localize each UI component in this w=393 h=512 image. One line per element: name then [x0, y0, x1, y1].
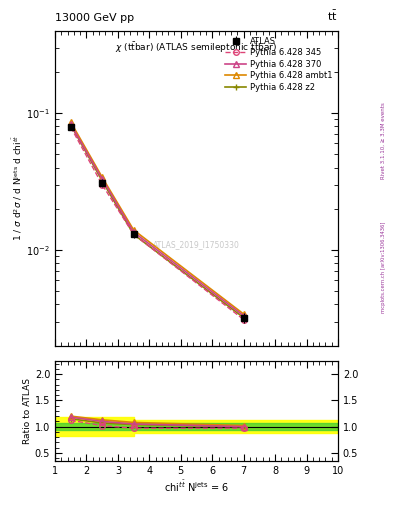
Line: Pythia 6.428 z2: Pythia 6.428 z2: [67, 121, 247, 321]
Text: $\chi$ (t$\bar{\rm t}$bar) (ATLAS semileptonic t$\bar{\rm t}$bar): $\chi$ (t$\bar{\rm t}$bar) (ATLAS semile…: [115, 40, 278, 55]
Pythia 6.428 ambt1: [131, 227, 136, 233]
Pythia 6.428 ambt1: [100, 174, 105, 180]
X-axis label: chi$^{t\bar{t}}$ N$^{\rm jets}$ = 6: chi$^{t\bar{t}}$ N$^{\rm jets}$ = 6: [164, 478, 229, 494]
Line: Pythia 6.428 370: Pythia 6.428 370: [68, 121, 246, 318]
Pythia 6.428 ambt1: [68, 119, 73, 125]
Text: 13000 GeV pp: 13000 GeV pp: [55, 13, 134, 23]
Pythia 6.428 370: [100, 176, 105, 182]
Y-axis label: Ratio to ATLAS: Ratio to ATLAS: [23, 378, 32, 444]
Pythia 6.428 z2: [131, 231, 136, 238]
Pythia 6.428 z2: [241, 314, 246, 321]
Pythia 6.428 370: [241, 313, 246, 319]
Line: Pythia 6.428 ambt1: Pythia 6.428 ambt1: [68, 119, 246, 317]
Pythia 6.428 345: [100, 182, 105, 188]
Pythia 6.428 370: [131, 229, 136, 235]
Line: Pythia 6.428 345: Pythia 6.428 345: [68, 124, 246, 323]
Y-axis label: 1 / $\sigma$ d$^2\sigma$ / d N$^{\rm jets}$ d chi$^{t\bar{t}}$: 1 / $\sigma$ d$^2\sigma$ / d N$^{\rm jet…: [10, 135, 24, 241]
Pythia 6.428 345: [241, 316, 246, 323]
Pythia 6.428 z2: [68, 122, 73, 128]
Pythia 6.428 370: [68, 121, 73, 127]
Pythia 6.428 z2: [100, 178, 105, 184]
Pythia 6.428 345: [68, 124, 73, 130]
Text: $\mathrm{t}\bar{\mathrm{t}}$: $\mathrm{t}\bar{\mathrm{t}}$: [327, 9, 338, 23]
Text: Rivet 3.1.10, ≥ 3.3M events: Rivet 3.1.10, ≥ 3.3M events: [381, 102, 386, 179]
Text: mcplots.cern.ch [arXiv:1306.3436]: mcplots.cern.ch [arXiv:1306.3436]: [381, 221, 386, 313]
Legend: ATLAS, Pythia 6.428 345, Pythia 6.428 370, Pythia 6.428 ambt1, Pythia 6.428 z2: ATLAS, Pythia 6.428 345, Pythia 6.428 37…: [222, 33, 336, 95]
Text: ATLAS_2019_I1750330: ATLAS_2019_I1750330: [153, 240, 240, 249]
Pythia 6.428 345: [131, 231, 136, 238]
Pythia 6.428 ambt1: [241, 311, 246, 317]
